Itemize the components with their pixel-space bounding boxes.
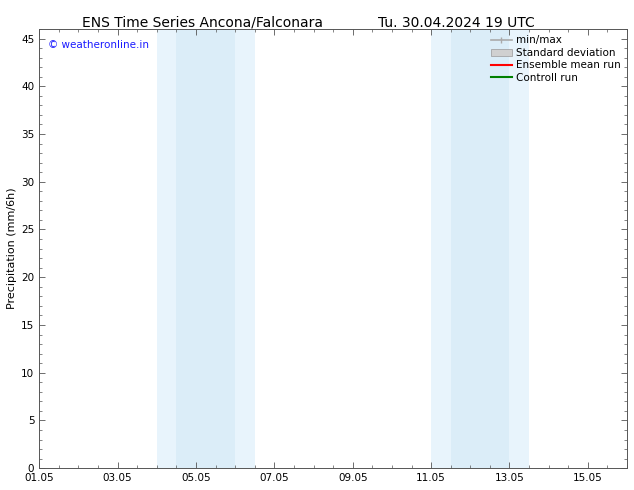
Y-axis label: Precipitation (mm/6h): Precipitation (mm/6h): [7, 188, 17, 309]
Bar: [451, 29, 510, 468]
Text: © weatheronline.in: © weatheronline.in: [48, 40, 149, 50]
Text: Tu. 30.04.2024 19 UTC: Tu. 30.04.2024 19 UTC: [378, 16, 535, 30]
Bar: [431, 29, 451, 468]
Bar: [157, 29, 176, 468]
Legend: min/max, Standard deviation, Ensemble mean run, Controll run: min/max, Standard deviation, Ensemble me…: [487, 31, 625, 87]
Bar: [235, 29, 255, 468]
Bar: [176, 29, 235, 468]
Bar: [510, 29, 529, 468]
Text: ENS Time Series Ancona/Falconara: ENS Time Series Ancona/Falconara: [82, 16, 323, 30]
